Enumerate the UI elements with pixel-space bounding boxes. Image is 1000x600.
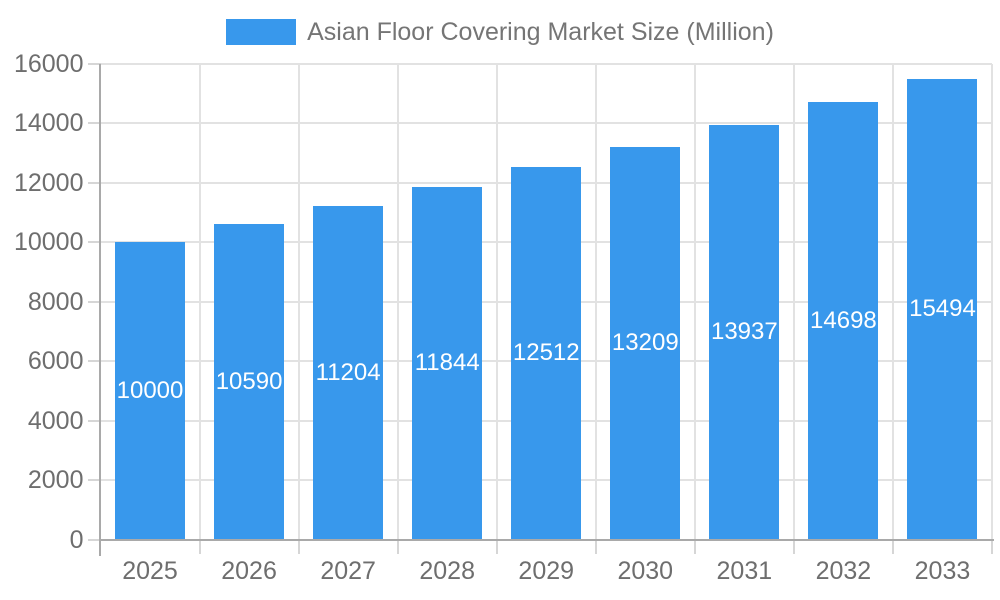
bar-value-label: 14698 bbox=[810, 306, 877, 334]
bar-2029[interactable]: 12512 bbox=[511, 167, 582, 540]
y-tick-mark bbox=[87, 538, 101, 541]
bar-2027[interactable]: 11204 bbox=[313, 206, 384, 540]
bar-value-label: 12512 bbox=[512, 339, 580, 367]
x-tick-mark bbox=[891, 539, 894, 554]
x-tick-mark bbox=[297, 539, 300, 554]
y-tick-mark bbox=[87, 241, 101, 243]
y-tick-label-10000: 10000 bbox=[13, 228, 84, 256]
bar-2033[interactable]: 15494 bbox=[907, 78, 978, 540]
y-tick-mark bbox=[87, 419, 101, 422]
bar-2025[interactable]: 10000 bbox=[115, 242, 186, 540]
bar-2030[interactable]: 13209 bbox=[610, 146, 681, 540]
v-gridline bbox=[198, 63, 201, 540]
y-tick-label-6000: 6000 bbox=[27, 347, 84, 375]
y-axis-line bbox=[99, 63, 101, 556]
v-gridline bbox=[693, 63, 696, 540]
x-tick-mark bbox=[693, 539, 696, 554]
x-tick-label-2029: 2029 bbox=[518, 557, 575, 585]
y-tick-label-4000: 4000 bbox=[27, 406, 84, 435]
x-axis-line bbox=[99, 538, 994, 541]
x-tick-mark bbox=[594, 539, 597, 554]
legend-label: Asian Floor Covering Market Size (Millio… bbox=[307, 18, 774, 46]
legend-swatch bbox=[226, 19, 297, 45]
x-tick-label-2033: 2033 bbox=[914, 557, 971, 585]
y-tick-label-0: 0 bbox=[69, 525, 84, 554]
x-tick-label-2028: 2028 bbox=[419, 557, 475, 585]
y-tick-mark bbox=[87, 360, 101, 362]
y-tick-label-16000: 16000 bbox=[13, 49, 84, 78]
y-tick-label-8000: 8000 bbox=[27, 287, 84, 316]
x-tick-mark bbox=[991, 539, 993, 554]
bar-2031[interactable]: 13937 bbox=[709, 124, 780, 540]
bar-value-label: 10590 bbox=[215, 367, 283, 395]
bar-value-label: 13209 bbox=[611, 329, 679, 356]
bar-value-label: 11204 bbox=[315, 358, 381, 386]
x-tick-mark bbox=[792, 539, 795, 554]
v-gridline bbox=[495, 63, 498, 540]
v-gridline bbox=[396, 63, 399, 540]
bar-2026[interactable]: 10590 bbox=[214, 224, 285, 540]
x-tick-mark bbox=[495, 539, 498, 554]
bar-value-label: 15494 bbox=[909, 295, 976, 323]
y-tick-mark bbox=[87, 300, 101, 303]
x-tick-mark bbox=[396, 539, 399, 554]
v-gridline bbox=[594, 63, 597, 540]
x-tick-label-2026: 2026 bbox=[221, 557, 277, 585]
bar-value-label: 13937 bbox=[710, 318, 778, 346]
y-tick-label-2000: 2000 bbox=[27, 466, 84, 494]
bar-2032[interactable]: 14698 bbox=[808, 102, 879, 540]
bar-2028[interactable]: 11844 bbox=[412, 187, 483, 540]
y-tick-mark bbox=[87, 181, 101, 184]
bar-value-label: 11844 bbox=[414, 349, 480, 377]
v-gridline bbox=[991, 63, 993, 540]
x-tick-label-2025: 2025 bbox=[122, 557, 178, 585]
x-tick-mark bbox=[198, 539, 201, 554]
x-tick-label-2031: 2031 bbox=[716, 557, 773, 585]
legend[interactable]: Asian Floor Covering Market Size (Millio… bbox=[0, 19, 1000, 45]
h-gridline bbox=[100, 122, 992, 124]
bar-value-label: 10000 bbox=[116, 376, 184, 404]
x-tick-label-2032: 2032 bbox=[815, 557, 872, 585]
x-tick-label-2027: 2027 bbox=[320, 557, 376, 585]
v-gridline bbox=[792, 63, 795, 540]
y-tick-mark bbox=[87, 122, 101, 124]
y-tick-mark bbox=[87, 479, 101, 481]
x-tick-label-2030: 2030 bbox=[617, 557, 674, 585]
v-gridline bbox=[891, 63, 894, 540]
h-gridline bbox=[100, 62, 992, 65]
y-tick-label-12000: 12000 bbox=[13, 168, 84, 197]
y-tick-mark bbox=[87, 62, 101, 65]
v-gridline bbox=[297, 63, 300, 540]
y-tick-label-14000: 14000 bbox=[13, 109, 84, 137]
